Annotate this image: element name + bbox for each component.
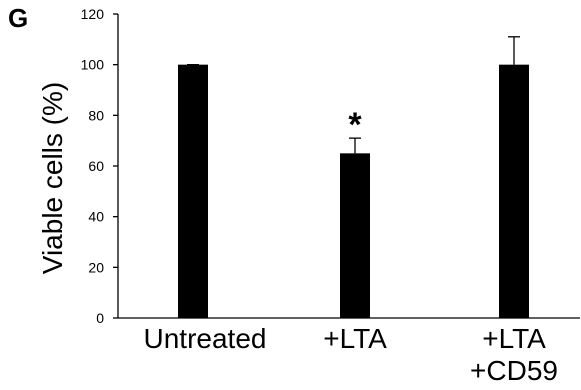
bar [178,64,208,319]
y-tick-label: 40 [88,209,104,225]
x-tick-label: +LTA [323,323,387,354]
x-tick-label: +CD59 [470,355,558,386]
y-tick-label: 60 [88,158,104,174]
y-tick-label: 80 [88,107,104,123]
y-tick-label: 120 [81,6,105,22]
error-bars [187,36,520,154]
bars [178,64,529,319]
x-tick-label: +LTA [482,323,546,354]
panel-label: G [8,3,28,33]
x-tick-labels: Untreated +LTA +LTA+CD59 [144,323,558,386]
y-tick-label: 20 [88,259,104,275]
x-tick-label: Untreated [144,323,267,354]
significance-mark: * [348,106,362,144]
y-tick-label: 100 [81,57,105,73]
bar [499,64,529,319]
y-axis-label: Viable cells (%) [37,82,68,274]
y-axis: 0 20 40 60 80 100 120 [81,6,119,326]
y-tick-label: 0 [96,310,104,326]
bar [340,153,370,318]
significance-marks: * [348,106,362,144]
